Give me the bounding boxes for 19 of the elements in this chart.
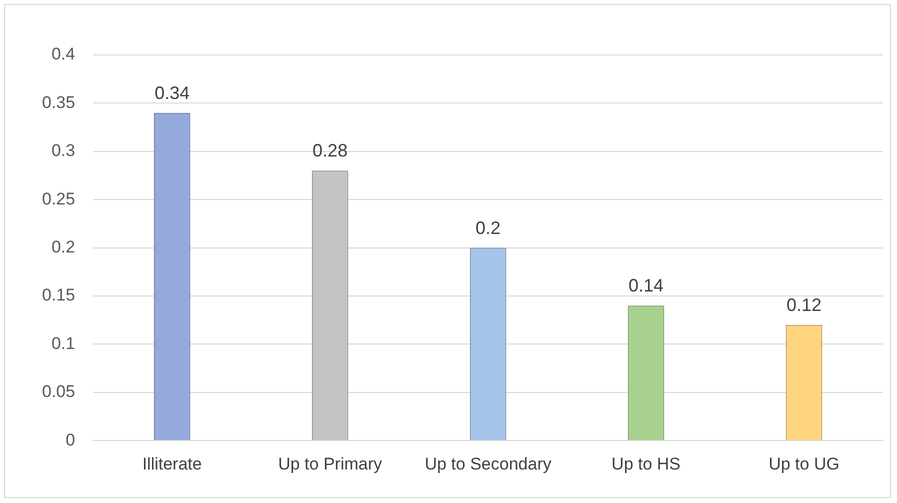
x-tick-label: Up to Secondary xyxy=(424,454,552,474)
y-tick-label: 0.05 xyxy=(42,382,76,402)
y-tick-label: 0 xyxy=(66,430,76,450)
data-label: 0.2 xyxy=(476,218,501,238)
data-label: 0.14 xyxy=(628,276,664,296)
y-tick-label: 0.3 xyxy=(51,141,76,160)
data-label: 0.34 xyxy=(154,82,190,103)
x-tick-label: Illiterate xyxy=(142,454,202,474)
data-label: 0.28 xyxy=(312,140,348,161)
y-tick-label: 0.2 xyxy=(51,237,76,256)
data-label: 0.12 xyxy=(786,294,822,315)
y-tick-label: 0.1 xyxy=(51,334,76,353)
y-tick-label: 0.4 xyxy=(51,44,76,64)
x-tick-label: Up to HS xyxy=(612,454,681,474)
y-tick-label: 0.15 xyxy=(42,286,76,305)
y-tick-label: 0.25 xyxy=(42,189,76,208)
y-tick-label: 0.35 xyxy=(42,92,76,112)
x-tick-label: Up to Primary xyxy=(278,454,383,474)
x-tick-label: Up to UG xyxy=(768,454,840,474)
